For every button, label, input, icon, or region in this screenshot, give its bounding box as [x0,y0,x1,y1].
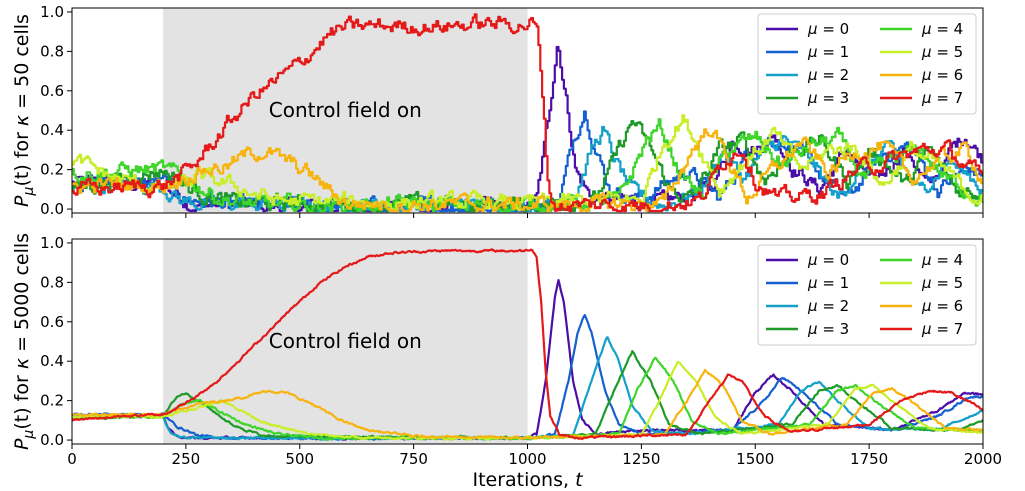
x-axis-label: Iterations, t [472,469,584,491]
y-axis-label: Pμ(t) for κ = 5000 cells [11,233,37,450]
series-line-mu-6 [72,368,983,440]
panel-kappa-5000: Control field on 0.0 0.2 0.4 0.6 0.8 1.0 0 250 50… [11,233,1002,491]
x-tick-label: 1250 [622,450,660,468]
x-tick-label: 750 [399,450,428,468]
y-tick-label: 0.2 [40,161,64,179]
series-line-mu-6 [72,128,983,213]
y-tick-label: 0.6 [40,82,64,100]
legend-label-mu-3: μ = 3 [807,320,849,338]
series-group [72,13,983,213]
y-tick-label: 0.8 [40,42,64,60]
legend-label-mu-5: μ = 5 [921,274,963,292]
y-tick-label: 1.0 [40,234,64,252]
y-tick-label: 0.4 [40,352,64,370]
series-line-mu-4 [72,356,983,441]
y-tick-label: 0.0 [40,431,64,449]
legend-label-mu-7: μ = 7 [921,320,963,338]
legend-label-mu-0: μ = 0 [807,20,849,38]
x-tick-label: 1750 [850,450,888,468]
legend-label-mu-3: μ = 3 [807,89,849,107]
y-tick-label: 0.2 [40,392,64,410]
x-tick-label: 500 [285,450,314,468]
x-tick-label: 0 [67,450,77,468]
legend-box [757,244,977,346]
legend-label-mu-1: μ = 1 [807,43,849,61]
y-tick-label: 0.0 [40,200,64,218]
y-tick-label: 0.6 [40,313,64,331]
legend: μ = 0 μ = 1 μ = 2 μ = 3 μ = 4 μ = 5 μ = 6 μ = 7 [757,13,977,115]
y-tick-label: 0.4 [40,121,64,139]
legend-label-mu-2: μ = 2 [807,66,849,84]
annotation-control-field: Control field on [269,329,422,353]
legend: μ = 0 μ = 1 μ = 2 μ = 3 μ = 4 μ = 5 μ = 6 μ = 7 [757,244,977,346]
x-tick-label: 250 [172,450,201,468]
legend-label-mu-5: μ = 5 [921,43,963,61]
series-line-mu-5 [72,114,983,212]
legend-label-mu-6: μ = 6 [921,297,963,315]
legend-label-mu-4: μ = 4 [921,20,963,38]
annotation-control-field: Control field on [269,98,422,122]
x-tick-label: 1000 [508,450,546,468]
series-line-mu-7 [72,13,983,213]
legend-label-mu-0: μ = 0 [807,251,849,269]
control-field-region [163,239,528,444]
y-tick-label: 1.0 [40,3,64,21]
legend-box [757,13,977,115]
legend-label-mu-4: μ = 4 [921,251,963,269]
legend-label-mu-1: μ = 1 [807,274,849,292]
series-line-mu-7 [72,248,983,441]
panel-kappa-50: Control field on 0.0 0.2 0.4 0.6 0.8 1.0Pμ(t) … [11,3,984,218]
y-axis-label: Pμ(t) for κ = 50 cells [11,14,37,207]
x-tick-label: 1500 [736,450,774,468]
x-tick-label: 2000 [964,450,1002,468]
series-group [72,248,983,441]
y-tick-label: 0.8 [40,273,64,291]
legend-label-mu-6: μ = 6 [921,66,963,84]
legend-label-mu-7: μ = 7 [921,89,963,107]
legend-label-mu-2: μ = 2 [807,297,849,315]
